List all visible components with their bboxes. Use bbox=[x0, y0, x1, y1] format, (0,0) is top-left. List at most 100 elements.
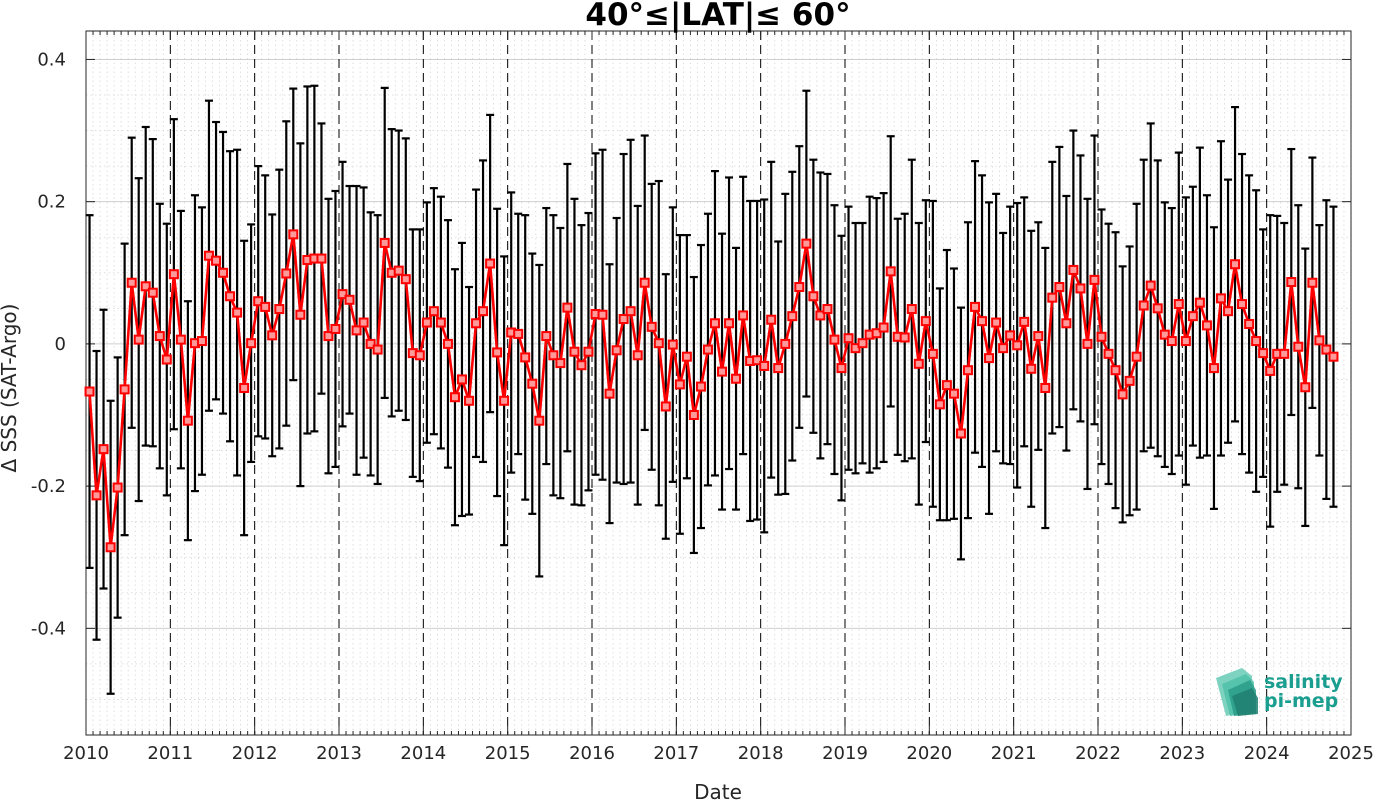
data-point-marker bbox=[948, 388, 959, 399]
x-tick-label: 2019 bbox=[822, 743, 868, 764]
data-point-marker bbox=[576, 360, 587, 371]
data-point-marker bbox=[492, 347, 503, 358]
data-point-marker bbox=[126, 277, 137, 288]
data-point-marker bbox=[717, 366, 728, 377]
data-point-marker bbox=[667, 339, 678, 350]
x-tick-label: 2012 bbox=[232, 743, 278, 764]
data-point-marker bbox=[499, 395, 510, 406]
data-point-marker bbox=[787, 311, 798, 322]
data-point-marker bbox=[478, 306, 489, 317]
data-point-marker bbox=[1152, 303, 1163, 314]
data-point-marker bbox=[232, 307, 243, 318]
data-point-marker bbox=[414, 350, 425, 361]
data-point-marker bbox=[1215, 293, 1226, 304]
data-point-marker bbox=[449, 392, 460, 403]
data-point-marker bbox=[260, 301, 271, 312]
series-line bbox=[88, 233, 1335, 549]
x-tick-label: 2022 bbox=[1075, 743, 1121, 764]
data-point-marker bbox=[281, 268, 292, 279]
data-point-marker bbox=[464, 395, 475, 406]
data-point-marker bbox=[119, 384, 130, 395]
data-point-marker bbox=[822, 304, 833, 315]
y-axis-label: Δ SSS (SAT-Argo) bbox=[0, 304, 21, 473]
data-point-marker bbox=[140, 281, 151, 292]
data-point-marker bbox=[695, 381, 706, 392]
data-point-marker bbox=[98, 444, 109, 455]
data-point-marker bbox=[1201, 320, 1212, 331]
data-point-marker bbox=[1117, 389, 1128, 400]
data-point-marker bbox=[920, 316, 931, 327]
data-point-marker bbox=[393, 265, 404, 276]
data-point-marker bbox=[569, 346, 580, 357]
data-point-marker bbox=[1237, 299, 1248, 310]
data-point-marker bbox=[913, 358, 924, 369]
y-tick-label: 0.2 bbox=[37, 192, 66, 213]
data-point-marker bbox=[372, 344, 383, 355]
data-point-marker bbox=[815, 310, 826, 321]
data-point-marker bbox=[471, 318, 482, 329]
data-point-marker bbox=[702, 344, 713, 355]
data-point-marker bbox=[724, 318, 735, 329]
data-point-marker bbox=[1244, 318, 1255, 329]
data-point-marker bbox=[442, 338, 453, 349]
data-point-marker bbox=[1033, 331, 1044, 342]
data-point-marker bbox=[84, 386, 95, 397]
data-point-marker bbox=[288, 229, 299, 240]
data-point-marker bbox=[1012, 340, 1023, 351]
data-point-marker bbox=[1075, 283, 1086, 294]
data-point-marker bbox=[351, 325, 362, 336]
data-point-marker bbox=[632, 350, 643, 361]
data-point-marker bbox=[161, 354, 172, 365]
data-point-marker bbox=[899, 332, 910, 343]
data-point-marker bbox=[379, 237, 390, 248]
data-point-marker bbox=[428, 306, 439, 317]
x-tick-label: 2016 bbox=[569, 743, 615, 764]
logo-mark-icon bbox=[1216, 668, 1258, 716]
data-point-marker bbox=[646, 321, 657, 332]
data-point-marker bbox=[358, 317, 369, 328]
data-point-marker bbox=[527, 378, 538, 389]
data-point-marker bbox=[1223, 306, 1234, 317]
x-tick-label: 2010 bbox=[63, 743, 109, 764]
data-point-marker bbox=[330, 323, 341, 334]
data-point-marker bbox=[604, 388, 615, 399]
data-point-marker bbox=[1173, 299, 1184, 310]
data-point-marker bbox=[267, 330, 278, 341]
x-tick-label: 2017 bbox=[653, 743, 699, 764]
data-point-marker bbox=[421, 317, 432, 328]
x-tick-label: 2015 bbox=[485, 743, 531, 764]
y-tick-label: 0.4 bbox=[37, 49, 66, 70]
data-point-marker bbox=[984, 353, 995, 364]
data-point-marker bbox=[1293, 341, 1304, 352]
data-point-marker bbox=[485, 258, 496, 269]
data-point-marker bbox=[955, 428, 966, 439]
x-tick-label: 2021 bbox=[991, 743, 1037, 764]
data-point-marker bbox=[1068, 264, 1079, 275]
data-point-marker bbox=[1131, 351, 1142, 362]
chart-title: 40°≤|LAT|≤ 60° bbox=[585, 0, 850, 33]
x-tick-label: 2024 bbox=[1244, 743, 1290, 764]
data-point-marker bbox=[1265, 365, 1276, 376]
data-point-marker bbox=[759, 360, 770, 371]
data-point-marker bbox=[597, 309, 608, 320]
data-point-marker bbox=[105, 542, 116, 553]
data-point-marker bbox=[1026, 363, 1037, 374]
data-point-marker bbox=[1019, 316, 1030, 327]
data-point-marker bbox=[611, 345, 622, 356]
data-point-marker bbox=[906, 304, 917, 315]
logo-line-1: salinity bbox=[1264, 671, 1343, 693]
data-point-marker bbox=[773, 363, 784, 374]
data-point-marker bbox=[752, 355, 763, 366]
data-point-marker bbox=[344, 294, 355, 305]
data-point-marker bbox=[534, 415, 545, 426]
data-point-marker bbox=[1286, 277, 1297, 288]
data-point-marker bbox=[1230, 259, 1241, 270]
data-point-marker bbox=[1208, 363, 1219, 374]
x-tick-label: 2025 bbox=[1328, 743, 1374, 764]
y-tick-label: 0 bbox=[55, 334, 66, 355]
data-point-marker bbox=[1251, 336, 1262, 347]
y-tick-label: -0.4 bbox=[31, 618, 66, 639]
data-point-marker bbox=[1307, 277, 1318, 288]
data-point-marker bbox=[1096, 331, 1107, 342]
